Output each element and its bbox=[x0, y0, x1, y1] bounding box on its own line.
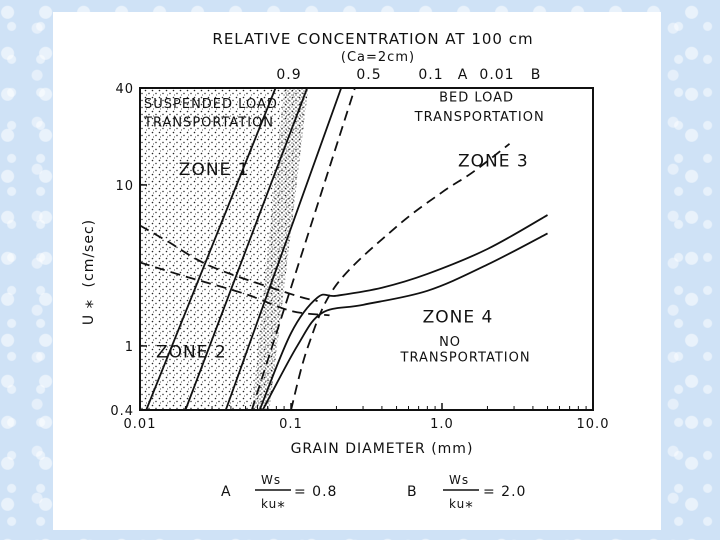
svg-text:ku*: ku* bbox=[261, 497, 286, 516]
chart-sheet: RELATIVE CONCENTRATION AT 100 cm (Ca=2cm… bbox=[53, 12, 661, 530]
footnote-a-denominator-sub: * bbox=[277, 498, 286, 516]
zone-label-9: TRANSPORTATION bbox=[400, 351, 531, 366]
y-axis-label-units: (cm/sec) bbox=[81, 219, 97, 288]
chart-svg: RELATIVE CONCENTRATION AT 100 cm (Ca=2cm… bbox=[81, 30, 610, 516]
zone-label-3: ZONE 2 bbox=[156, 342, 227, 362]
svg-text:ku*: ku* bbox=[449, 497, 474, 516]
footnote-a-label: A bbox=[221, 484, 232, 500]
zone-label-8: NO bbox=[439, 335, 461, 350]
series-line-3 bbox=[250, 88, 356, 410]
chart-subtitle: (Ca=2cm) bbox=[341, 50, 415, 65]
footnote-b-numerator: Ws bbox=[449, 473, 469, 487]
dense-stipple-band bbox=[251, 88, 309, 410]
footnote-b-rhs: = 2.0 bbox=[483, 484, 526, 500]
plot-fill bbox=[140, 88, 309, 410]
footnote-a: A Ws ku* = 0.8 bbox=[221, 473, 337, 516]
footnote-b-label: B bbox=[407, 484, 418, 500]
footnote-a-numerator: Ws bbox=[261, 473, 281, 487]
plot-frame bbox=[139, 87, 594, 411]
series-layer bbox=[140, 88, 548, 410]
zone-label-1: TRANSPORTATION bbox=[143, 116, 274, 131]
y-ticks: 0.4 1 10 40 bbox=[110, 82, 147, 419]
series-line-1 bbox=[184, 88, 309, 410]
zone-labels: SUSPENDED LOAD TRANSPORTATION ZONE 1 ZONE 2… bbox=[143, 90, 545, 366]
x-tick-label-2: 1.0 bbox=[430, 417, 454, 432]
footnote-a-denominator: ku bbox=[261, 497, 277, 511]
y-axis-label-sub: * bbox=[83, 299, 103, 309]
y-tick-label-1: 1 bbox=[125, 340, 134, 355]
x-ticks: 0.01 0.1 1.0 10.0 bbox=[124, 403, 610, 432]
series-line-7 bbox=[140, 224, 318, 302]
series-line-6 bbox=[261, 232, 548, 410]
top-label-0: 0.9 bbox=[276, 67, 301, 83]
x-axis-label: GRAIN DIAMETER (mm) bbox=[291, 441, 474, 457]
top-label-5: B bbox=[531, 67, 542, 83]
top-label-1: 0.5 bbox=[356, 67, 381, 83]
zone-label-0: SUSPENDED LOAD bbox=[144, 97, 278, 112]
zone-label-5: TRANSPORTATION bbox=[414, 110, 545, 125]
zone-label-4: BED LOAD bbox=[439, 90, 514, 105]
footnote-b: B Ws ku* = 2.0 bbox=[407, 473, 526, 516]
y-axis-label-main: U bbox=[81, 314, 97, 325]
y-tick-label-2: 10 bbox=[115, 179, 134, 194]
x-tick-label-3: 10.0 bbox=[577, 417, 610, 432]
series-line-2 bbox=[224, 88, 343, 410]
series-line-4 bbox=[258, 214, 548, 410]
footnote-b-denominator: ku bbox=[449, 497, 465, 511]
top-label-3: A bbox=[458, 67, 469, 83]
top-label-2: 0.1 bbox=[418, 67, 443, 83]
footnote-b-denominator-sub: * bbox=[465, 498, 474, 516]
series-line-5 bbox=[290, 143, 511, 410]
zone-label-6: ZONE 3 bbox=[458, 152, 529, 172]
y-axis-label: U * (cm/sec) bbox=[81, 219, 103, 325]
x-tick-label-1: 0.1 bbox=[279, 417, 303, 432]
zone-label-7: ZONE 4 bbox=[423, 307, 494, 327]
series-line-0 bbox=[145, 88, 277, 410]
zone-label-2: ZONE 1 bbox=[179, 160, 250, 180]
top-label-4: 0.01 bbox=[479, 67, 514, 83]
x-tick-label-0: 0.01 bbox=[124, 417, 157, 432]
footnote-a-rhs: = 0.8 bbox=[294, 484, 337, 500]
svg-text:U * (cm/sec): U * (cm/sec) bbox=[81, 219, 103, 325]
y-tick-label-0: 0.4 bbox=[110, 404, 134, 419]
top-labels: 0.9 0.5 0.1 A 0.01 B bbox=[276, 67, 542, 83]
y-tick-label-3: 40 bbox=[115, 82, 134, 97]
chart-title: RELATIVE CONCENTRATION AT 100 cm bbox=[212, 30, 533, 48]
